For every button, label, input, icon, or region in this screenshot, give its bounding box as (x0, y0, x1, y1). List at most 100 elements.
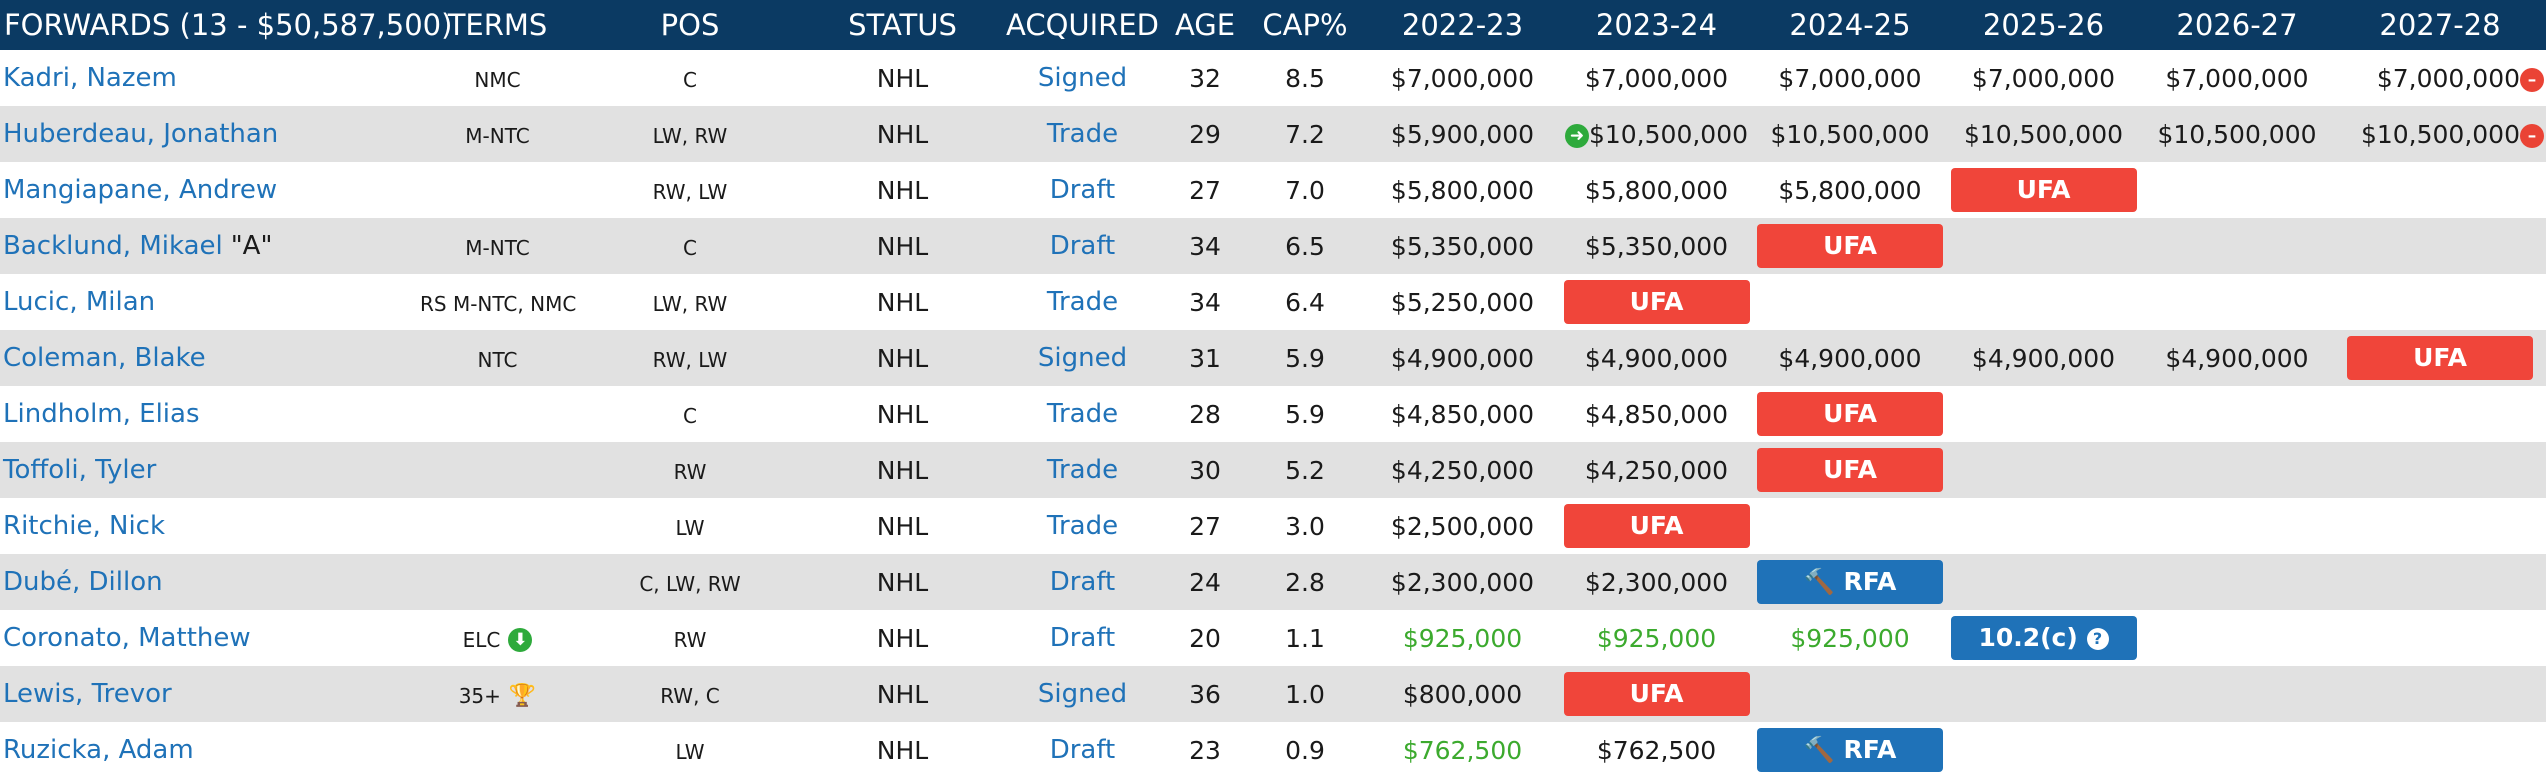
group-header[interactable]: FORWARDS (13 - $50,587,500) (4, 8, 453, 42)
arbitration-badge[interactable]: 10.2(c) ? (1950, 616, 2137, 660)
salary-2022-23: $5,900,000 (1390, 119, 1535, 149)
salary-2023-24: $4,250,000 (1584, 455, 1729, 485)
arbitration-label: 10.2(c) (1978, 623, 2078, 652)
salary-2027-28: $7,000,000 (2376, 63, 2520, 93)
salary-2022-23: $925,000 (1402, 623, 1523, 653)
status-header[interactable]: STATUS (848, 8, 957, 42)
salary-2027-28-cell: $10,500,000– (2334, 106, 2546, 162)
pos-header[interactable]: POS (660, 8, 720, 42)
player-name-link[interactable]: Backlund, Mikael (3, 231, 223, 261)
acquired-link[interactable]: Trade (1046, 399, 1119, 429)
ufa-badge[interactable]: UFA (2347, 336, 2533, 380)
season-2025-26-header[interactable]: 2025-26 (1982, 8, 2105, 42)
season-2024-25-header[interactable]: 2024-25 (1789, 8, 1911, 42)
ufa-badge[interactable]: UFA (1757, 224, 1943, 268)
salary-2022-23: $7,000,000 (1390, 63, 1535, 93)
rfa-badge[interactable]: 🔨 RFA (1757, 728, 1943, 772)
gavel-icon: 🔨 (1803, 567, 1835, 596)
player-name-link[interactable]: Ruzicka, Adam (3, 735, 194, 765)
acquired-link[interactable]: Draft (1049, 231, 1116, 261)
cap-pct-cell: 5.9 (1285, 343, 1325, 373)
salary-2025-26 (1947, 386, 2140, 442)
pos-cell: LW, RW (652, 123, 728, 148)
question-icon[interactable]: ? (2086, 628, 2109, 650)
acquired-link[interactable]: Trade (1046, 119, 1119, 149)
ufa-badge[interactable]: UFA (1757, 392, 1943, 436)
no-entry-icon[interactable]: – (2520, 123, 2544, 148)
salary-2023-24: $7,000,000 (1584, 63, 1729, 93)
salary-2023-24: $4,850,000 (1584, 399, 1729, 429)
player-name-link[interactable]: Coleman, Blake (3, 343, 206, 373)
acquired-link[interactable]: Draft (1049, 735, 1116, 765)
player-name-link[interactable]: Ritchie, Nick (3, 511, 166, 541)
rfa-label: RFA (1843, 567, 1897, 596)
salary-2025-26: $10,500,000 (1963, 119, 2124, 149)
age-cell: 20 (1189, 623, 1221, 653)
player-name-link[interactable]: Mangiapane, Andrew (3, 175, 278, 205)
pos-cell: RW (673, 627, 707, 652)
acquired-header[interactable]: ACQUIRED (1006, 8, 1159, 42)
season-2023-24-header[interactable]: 2023-24 (1595, 8, 1718, 42)
acquired-link[interactable]: Draft (1049, 567, 1116, 597)
player-name-link[interactable]: Lewis, Trevor (3, 679, 172, 709)
salary-2022-23: $4,850,000 (1390, 399, 1535, 429)
cap-pct-cell: 3.0 (1285, 511, 1325, 541)
ufa-badge[interactable]: UFA (1950, 168, 2137, 212)
season-2026-27-header[interactable]: 2026-27 (2176, 8, 2298, 42)
cap-header[interactable]: CAP% (1262, 8, 1348, 42)
ufa-badge[interactable]: UFA (1563, 672, 1750, 716)
acquired-link[interactable]: Signed (1037, 343, 1128, 373)
table-row: Kadri, Nazem NMC C NHL Signed 32 8.5 $7,… (0, 50, 2546, 106)
download-arrow-icon[interactable]: ⬇ (508, 627, 533, 652)
status-cell: NHL (876, 231, 929, 261)
player-name-link[interactable]: Dubé, Dillon (3, 567, 163, 597)
acquired-link[interactable]: Draft (1049, 623, 1116, 653)
salary-2023-24: $4,900,000 (1584, 343, 1729, 373)
age-header[interactable]: AGE (1174, 8, 1236, 42)
salary-2026-27 (2140, 722, 2334, 778)
pos-cell: RW, LW (652, 347, 728, 372)
table-row: Coleman, Blake NTC RW, LW NHL Signed 31 … (0, 330, 2546, 386)
no-entry-icon[interactable]: – (2520, 67, 2544, 92)
salary-2024-25: $5,800,000 (1778, 175, 1922, 205)
cap-pct-cell: 5.2 (1285, 455, 1325, 485)
acquired-link[interactable]: Trade (1046, 455, 1119, 485)
ufa-badge[interactable]: UFA (1563, 504, 1750, 548)
season-2027-28-header[interactable]: 2027-28 (2379, 8, 2501, 42)
cap-pct-cell: 5.9 (1285, 399, 1325, 429)
salary-2022-23: $2,300,000 (1390, 567, 1535, 597)
salary-2025-26 (1947, 218, 2140, 274)
ufa-badge[interactable]: UFA (1563, 280, 1750, 324)
pos-cell: C (683, 403, 697, 428)
player-name-link[interactable]: Coronato, Matthew (3, 623, 251, 653)
player-name-link[interactable]: Lucic, Milan (3, 287, 156, 317)
terms-cell: RS M-NTC, NMC (420, 291, 577, 316)
arrow-right-icon[interactable]: ➜ (1564, 123, 1589, 148)
acquired-link[interactable]: Trade (1046, 511, 1119, 541)
salary-2027-28 (2334, 498, 2546, 554)
player-name-link[interactable]: Toffoli, Tyler (3, 455, 157, 485)
player-name-link[interactable]: Lindholm, Elias (3, 399, 200, 429)
ufa-badge[interactable]: UFA (1757, 448, 1943, 492)
player-name-link[interactable]: Kadri, Nazem (3, 63, 177, 93)
salary-2026-27 (2140, 666, 2334, 722)
status-cell: NHL (876, 511, 929, 541)
acquired-link[interactable]: Signed (1037, 679, 1128, 709)
status-cell: NHL (876, 679, 929, 709)
acquired-link[interactable]: Signed (1037, 63, 1128, 93)
trophy-icon[interactable]: 🏆 (508, 683, 537, 708)
table-row: Dubé, Dillon C, LW, RW NHL Draft 24 2.8 … (0, 554, 2546, 610)
salary-2026-27 (2140, 610, 2334, 666)
acquired-link[interactable]: Draft (1049, 175, 1116, 205)
age-cell: 31 (1189, 343, 1221, 373)
table-row: Ruzicka, Adam LW NHL Draft 23 0.9 $762,5… (0, 722, 2546, 778)
acquired-link[interactable]: Trade (1046, 287, 1119, 317)
salary-2022-23: $4,900,000 (1390, 343, 1535, 373)
terms-header[interactable]: TERMS (447, 8, 548, 42)
salary-2024-25 (1753, 498, 1947, 554)
rfa-badge[interactable]: 🔨 RFA (1757, 560, 1943, 604)
age-cell: 28 (1189, 399, 1221, 429)
salary-2023-24: $762,500 (1596, 735, 1717, 765)
season-2022-23-header[interactable]: 2022-23 (1401, 8, 1524, 42)
player-name-link[interactable]: Huberdeau, Jonathan (3, 119, 279, 149)
